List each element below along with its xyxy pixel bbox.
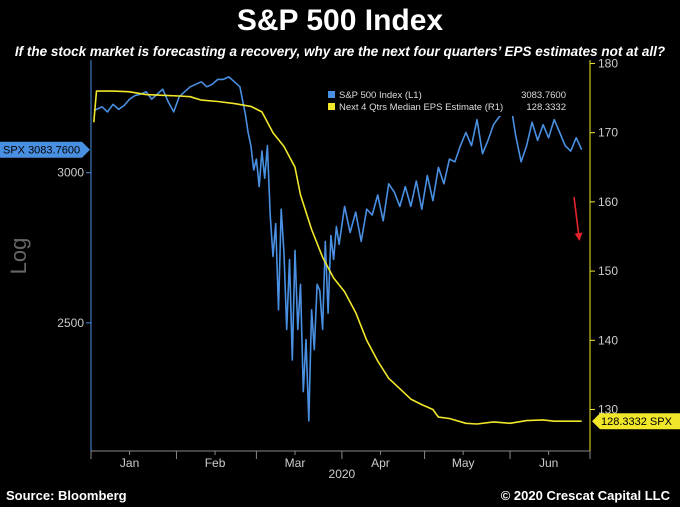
x-tick-label: Apr bbox=[371, 456, 390, 470]
eps-last-value-badge bbox=[592, 413, 680, 430]
chart-axes: Jan Feb Mar Apr May Jun 2020 2500 3000 Log 130 140 1… bbox=[6, 56, 618, 481]
down-arrow-annotation bbox=[573, 196, 583, 241]
legend-value: 3083.7600 bbox=[521, 90, 566, 101]
legend-value: 128.3332 bbox=[526, 102, 566, 113]
copyright-note: © 2020 Crescat Capital LLC bbox=[500, 488, 670, 503]
legend-box bbox=[324, 86, 570, 116]
x-tick-label: Jan bbox=[120, 456, 139, 470]
right-tick-label: 150 bbox=[598, 264, 618, 278]
eps-last-value-text: 128.3332 SPX bbox=[601, 416, 673, 428]
right-tick-label: 170 bbox=[598, 126, 618, 140]
x-axis-label: 2020 bbox=[329, 467, 356, 481]
spx-series-line bbox=[93, 76, 583, 422]
chart-legend: S&P 500 Index (L1) 3083.7600 Next 4 Qtrs M… bbox=[324, 86, 570, 116]
right-tick-label: 160 bbox=[598, 195, 618, 209]
right-tick-label: 180 bbox=[598, 56, 618, 70]
legend-swatch bbox=[328, 103, 335, 110]
left-axis-label: Log bbox=[6, 238, 31, 275]
x-tick-label: Jun bbox=[539, 456, 558, 470]
source-note: Source: Bloomberg bbox=[6, 488, 127, 503]
eps-series-line bbox=[93, 90, 582, 425]
chart-series bbox=[93, 76, 583, 425]
legend-label: Next 4 Qtrs Median EPS Estimate (R1) bbox=[339, 102, 503, 113]
left-tick-label: 2500 bbox=[57, 316, 84, 330]
right-tick-label: 140 bbox=[598, 333, 618, 347]
chart-title: S&P 500 Index bbox=[236, 4, 444, 37]
legend-swatch bbox=[328, 91, 335, 98]
chart-badges: SPX 3083.7600 128.3332 SPX bbox=[0, 141, 680, 430]
right-tick-label: 130 bbox=[598, 402, 618, 416]
spx-last-value-text: SPX 3083.7600 bbox=[3, 145, 80, 157]
left-tick-label: 3000 bbox=[57, 166, 84, 180]
chart-subtitle: If the stock market is forecasting a rec… bbox=[14, 44, 666, 59]
x-tick-label: Feb bbox=[205, 456, 226, 470]
x-tick-label: Mar bbox=[285, 456, 306, 470]
legend-label: S&P 500 Index (L1) bbox=[339, 90, 422, 101]
x-tick-label: May bbox=[452, 456, 475, 470]
spx-last-value-badge bbox=[0, 141, 90, 158]
